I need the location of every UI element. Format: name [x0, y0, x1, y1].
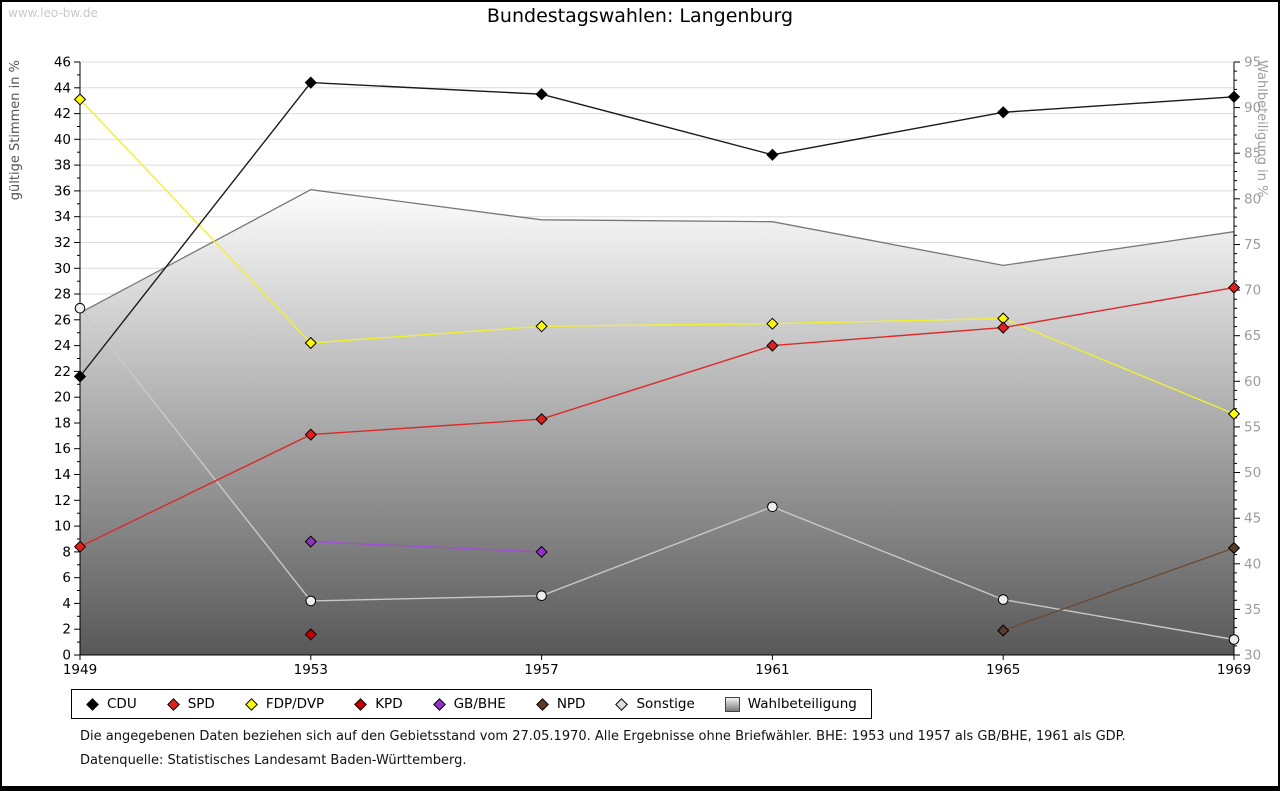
- svg-text:90: 90: [1244, 100, 1261, 116]
- legend-label: SPD: [187, 696, 215, 712]
- series-sonstige: [74, 302, 1240, 645]
- svg-text:10: 10: [54, 519, 71, 535]
- legend-label: Wahlbeteiligung: [747, 696, 857, 712]
- page-title: Bundestagswahlen: Langenburg: [486, 5, 794, 27]
- svg-text:40: 40: [1244, 556, 1261, 572]
- legend-item-cdu: CDU: [86, 696, 137, 712]
- svg-text:6: 6: [62, 570, 71, 586]
- svg-text:75: 75: [1244, 237, 1261, 253]
- left-axis-tick-labels: 0246810121416182022242628303234363840424…: [54, 55, 71, 664]
- svg-text:70: 70: [1244, 283, 1261, 299]
- legend-item-kpd: KPD: [354, 696, 403, 712]
- series-kpd: [304, 628, 317, 641]
- gb-bhe-marker-icon: [432, 697, 446, 711]
- legend-item-spd: SPD: [166, 696, 215, 712]
- legend-label: GB/BHE: [453, 696, 506, 712]
- chart-legend: CDU SPD FDP/DVP KPD GB/BHE NPD Sonstige Wahlbet…: [71, 689, 872, 719]
- svg-text:1969: 1969: [1217, 662, 1251, 678]
- svg-text:8: 8: [62, 544, 71, 560]
- svg-text:46: 46: [54, 55, 71, 71]
- svg-text:26: 26: [54, 312, 71, 328]
- fdp-dvp-marker-icon: [244, 697, 258, 711]
- axes: [74, 61, 1240, 660]
- svg-text:50: 50: [1244, 465, 1261, 481]
- cdu-marker-icon: [86, 697, 99, 711]
- svg-text:20: 20: [54, 390, 71, 406]
- kpd-marker-icon: [354, 697, 368, 711]
- svg-text:22: 22: [54, 364, 71, 380]
- svg-text:30: 30: [54, 261, 71, 277]
- svg-text:4: 4: [62, 596, 71, 612]
- svg-text:44: 44: [54, 80, 71, 96]
- legend-label: Sonstige: [636, 696, 695, 712]
- svg-text:55: 55: [1244, 419, 1261, 435]
- footnote-gebietsstand: Die angegebenen Daten beziehen sich auf …: [80, 729, 1126, 744]
- svg-text:2: 2: [62, 622, 71, 638]
- legend-label: FDP/DVP: [265, 696, 325, 712]
- legend-item-sonstige: Sonstige: [615, 696, 695, 712]
- svg-text:1949: 1949: [63, 662, 97, 678]
- spd-marker-icon: [166, 697, 180, 711]
- svg-text:0: 0: [62, 648, 71, 664]
- svg-text:60: 60: [1244, 374, 1261, 390]
- svg-text:18: 18: [54, 416, 71, 432]
- svg-text:38: 38: [54, 158, 71, 174]
- series-spd: [73, 281, 1241, 553]
- svg-text:24: 24: [54, 338, 71, 354]
- x-axis-tick-labels: 1949 1953 1957 1961 1965 1969: [63, 662, 1251, 678]
- svg-text:80: 80: [1244, 191, 1261, 207]
- legend-item-npd: NPD: [535, 696, 586, 712]
- right-axis-title: Wahlbeteiligung in %: [1254, 60, 1269, 198]
- series-gb-bhe: [304, 535, 548, 559]
- series-wahlbeteiligung: [79, 189, 1235, 655]
- series-cdu: [73, 76, 1241, 383]
- legend-label: NPD: [556, 696, 586, 712]
- svg-text:30: 30: [1244, 648, 1261, 664]
- svg-text:1961: 1961: [755, 662, 789, 678]
- svg-text:12: 12: [54, 493, 71, 509]
- npd-marker-icon: [535, 697, 549, 711]
- svg-text:42: 42: [54, 106, 71, 122]
- svg-text:32: 32: [54, 235, 71, 251]
- svg-text:45: 45: [1244, 511, 1261, 527]
- svg-text:36: 36: [54, 183, 71, 199]
- series-npd: [997, 541, 1241, 637]
- svg-text:14: 14: [54, 467, 71, 483]
- legend-item-gb-bhe: GB/BHE: [432, 696, 506, 712]
- svg-text:95: 95: [1244, 55, 1261, 71]
- svg-text:1953: 1953: [294, 662, 328, 678]
- right-axis-tick-labels: 30 35 40 45 50 55 60 65 70 75 80 85 90 95: [1244, 55, 1261, 664]
- svg-text:28: 28: [54, 287, 71, 303]
- svg-text:40: 40: [54, 132, 71, 148]
- svg-text:35: 35: [1244, 602, 1261, 618]
- legend-label: CDU: [107, 696, 137, 712]
- svg-text:34: 34: [54, 209, 71, 225]
- legend-item-fdp-dvp: FDP/DVP: [244, 696, 325, 712]
- svg-text:85: 85: [1244, 146, 1261, 162]
- svg-text:16: 16: [54, 441, 71, 457]
- watermark: www.leo-bw.de: [8, 6, 98, 20]
- legend-item-wahlbeteiligung: Wahlbeteiligung: [724, 696, 857, 712]
- svg-text:65: 65: [1244, 328, 1261, 344]
- wahlbeteiligung-swatch-icon: [724, 696, 740, 712]
- svg-text:1957: 1957: [524, 662, 558, 678]
- sonstige-marker-icon: [615, 697, 629, 711]
- legend-label: KPD: [375, 696, 403, 712]
- footnote-datenquelle: Datenquelle: Statistisches Landesamt Bad…: [80, 753, 467, 768]
- svg-text:1965: 1965: [986, 662, 1020, 678]
